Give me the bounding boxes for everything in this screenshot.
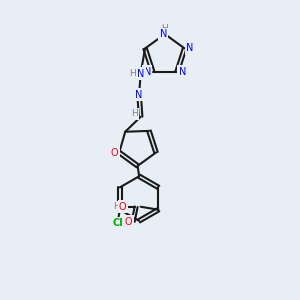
Text: H: H: [131, 109, 137, 118]
Text: N: N: [135, 89, 143, 100]
Text: H: H: [113, 202, 120, 211]
Text: O: O: [119, 202, 127, 212]
Text: H: H: [161, 24, 168, 33]
Text: Cl: Cl: [113, 218, 124, 228]
Text: N: N: [137, 69, 144, 79]
Text: O: O: [125, 217, 133, 226]
Text: N: N: [179, 67, 186, 77]
Text: N: N: [186, 44, 194, 53]
Text: N: N: [160, 29, 167, 39]
Text: N: N: [144, 67, 151, 77]
Text: H: H: [129, 69, 136, 78]
Text: O: O: [111, 148, 118, 158]
